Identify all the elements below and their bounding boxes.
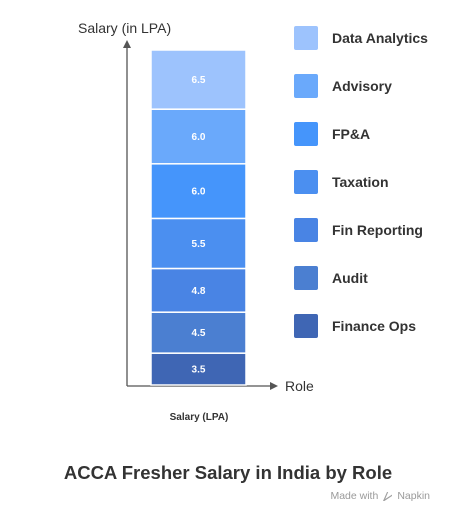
legend-label-data-analytics: Data Analytics <box>332 30 428 46</box>
watermark-label: Made with <box>330 490 379 502</box>
legend-swatch-advisory <box>294 74 318 98</box>
legend-label-advisory: Advisory <box>332 78 392 94</box>
bar-value-label-fp-a: 6.0 <box>192 187 206 198</box>
bar-segment-fp-a <box>150 163 247 220</box>
x-axis-label: Role <box>285 378 314 394</box>
napkin-logo-icon <box>383 491 393 501</box>
bar-segment-data-analytics <box>150 49 247 110</box>
bar-segment-advisory <box>150 108 247 165</box>
legend-label-finance-ops: Finance Ops <box>332 318 416 334</box>
bar-segment-finance-ops <box>150 352 247 386</box>
legend-label-fp-a: FP&A <box>332 126 370 142</box>
bar-segments: 3.5 4.5 4.8 5.5 6.0 6.0 6.5 <box>150 49 247 386</box>
legend-swatch-audit <box>294 266 318 290</box>
chart-title: ACCA Fresher Salary in India by Role <box>63 462 393 483</box>
legend-label-taxation: Taxation <box>332 174 389 190</box>
bar-value-label-finance-ops: 3.5 <box>192 365 206 376</box>
bar-segment-taxation <box>150 217 247 270</box>
axes: Salary (in LPA) Role Salary (LPA) <box>78 20 314 423</box>
legend: Data Analytics Advisory FP&A Taxation Fin Re… <box>294 26 428 338</box>
y-axis-label: Salary (in LPA) <box>78 20 171 36</box>
legend-swatch-fp-a <box>294 122 318 146</box>
bar-value-label-audit: 4.5 <box>192 328 206 339</box>
legend-swatch-taxation <box>294 170 318 194</box>
bar-value-label-data-analytics: 6.5 <box>192 75 206 86</box>
napkin-watermark: Made with Napkin <box>330 490 430 502</box>
legend-swatch-fin-reporting <box>294 218 318 242</box>
legend-label-audit: Audit <box>332 270 368 286</box>
bar-value-label-fin-reporting: 4.8 <box>192 286 206 297</box>
legend-swatch-finance-ops <box>294 314 318 338</box>
legend-swatch-data-analytics <box>294 26 318 50</box>
watermark-brand: Napkin <box>397 490 430 502</box>
legend-label-fin-reporting: Fin Reporting <box>332 222 423 238</box>
bar-value-label-taxation: 5.5 <box>192 239 206 250</box>
x-category-label: Salary (LPA) <box>170 412 229 423</box>
bar-value-label-advisory: 6.0 <box>192 132 206 143</box>
